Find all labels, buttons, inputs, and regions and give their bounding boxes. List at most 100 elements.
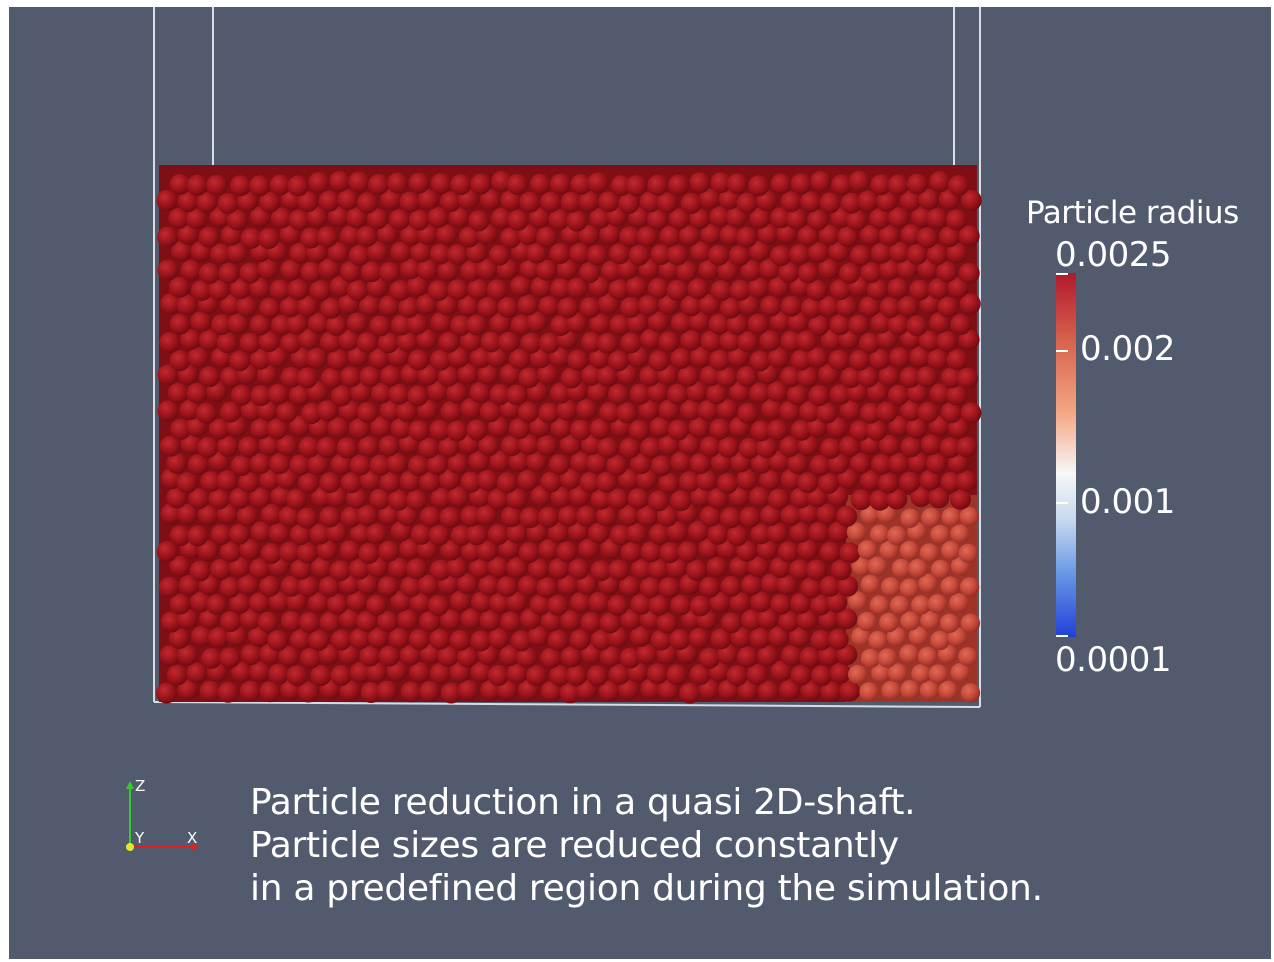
- particle: [699, 505, 721, 527]
- particle: [886, 627, 907, 647]
- particle: [609, 243, 630, 265]
- particle: [538, 332, 560, 354]
- particle: [860, 574, 881, 595]
- particle: [349, 454, 371, 476]
- orientation-axes: Z Y X: [126, 777, 199, 851]
- particle: [157, 259, 179, 281]
- particle: [960, 613, 981, 633]
- particle: [709, 418, 731, 440]
- particle: [506, 488, 528, 510]
- particle: [480, 189, 501, 210]
- colorbar-title: Particle radius: [1026, 195, 1239, 231]
- particle: [958, 262, 980, 284]
- particle: [190, 280, 212, 302]
- particle: [871, 663, 891, 683]
- particle: [829, 384, 851, 406]
- particle: [349, 661, 371, 683]
- particle: [456, 573, 478, 595]
- particle: [190, 591, 211, 613]
- particle: [369, 488, 391, 510]
- particle: [767, 381, 788, 403]
- particle: [437, 645, 459, 667]
- particle: [959, 293, 981, 315]
- particle: [956, 436, 978, 458]
- particle: [877, 472, 899, 494]
- particle: [466, 314, 488, 336]
- particle: [799, 401, 821, 422]
- particle: [430, 349, 451, 371]
- render-viewport[interactable]: Particle radius 0.0025 0.002 0.001 0.000…: [9, 7, 1271, 959]
- particle: [947, 277, 969, 299]
- particle: [460, 260, 482, 282]
- particle: [409, 592, 431, 614]
- particle: [848, 170, 870, 192]
- particle: [938, 680, 958, 701]
- particle: [286, 488, 308, 510]
- particle: [386, 453, 408, 475]
- particle: [870, 312, 892, 334]
- particle: [257, 258, 279, 280]
- particle: [958, 225, 980, 247]
- particle: [818, 296, 840, 318]
- particle: [190, 311, 212, 333]
- particle: [776, 574, 798, 596]
- particle: [717, 436, 739, 458]
- particle: [427, 380, 449, 402]
- particle: [476, 504, 497, 526]
- particle: [941, 540, 961, 561]
- particle: [170, 240, 192, 262]
- particle: [368, 173, 389, 195]
- particle: [497, 331, 519, 353]
- particle: [340, 506, 362, 528]
- particle: [160, 435, 181, 457]
- particle: [759, 469, 781, 491]
- particle: [357, 402, 378, 423]
- particle: [177, 644, 198, 666]
- particle: [448, 206, 470, 228]
- particle: [500, 227, 521, 249]
- particle: [220, 366, 241, 388]
- particle: [840, 367, 862, 389]
- particle: [211, 314, 232, 336]
- particle: [517, 469, 539, 491]
- particle: [308, 629, 330, 651]
- particle: [538, 506, 559, 528]
- particle: [750, 523, 772, 545]
- particle: [667, 419, 689, 441]
- particle: [911, 595, 931, 615]
- particle: [760, 398, 782, 420]
- particle: [850, 453, 871, 474]
- particle: [176, 294, 198, 316]
- particle: [887, 277, 909, 299]
- particle: [278, 506, 300, 528]
- particle: [328, 205, 350, 227]
- particle: [259, 575, 281, 597]
- particle: [740, 260, 762, 281]
- particle: [710, 628, 732, 650]
- colorbar-tick-3: 0.001: [1080, 482, 1175, 522]
- particle: [748, 240, 770, 262]
- particle: [639, 365, 661, 387]
- particle: [899, 366, 921, 388]
- particle: [619, 647, 641, 669]
- particle: [369, 454, 391, 476]
- particle: [468, 450, 490, 472]
- particle: [846, 209, 868, 231]
- particle: [929, 383, 951, 405]
- particle: [860, 262, 882, 284]
- particle: [286, 313, 308, 335]
- particle: [517, 294, 539, 316]
- particle: [797, 503, 819, 525]
- particle: [949, 593, 969, 613]
- particle: [579, 262, 601, 283]
- particle: [727, 346, 749, 368]
- particle: [470, 661, 492, 683]
- particle: [519, 507, 541, 529]
- particle: [228, 556, 250, 578]
- particle: [446, 382, 468, 404]
- particle: [460, 398, 482, 420]
- particle: [810, 171, 832, 192]
- particle: [417, 189, 439, 211]
- particle: [457, 363, 479, 385]
- particle: [867, 556, 888, 576]
